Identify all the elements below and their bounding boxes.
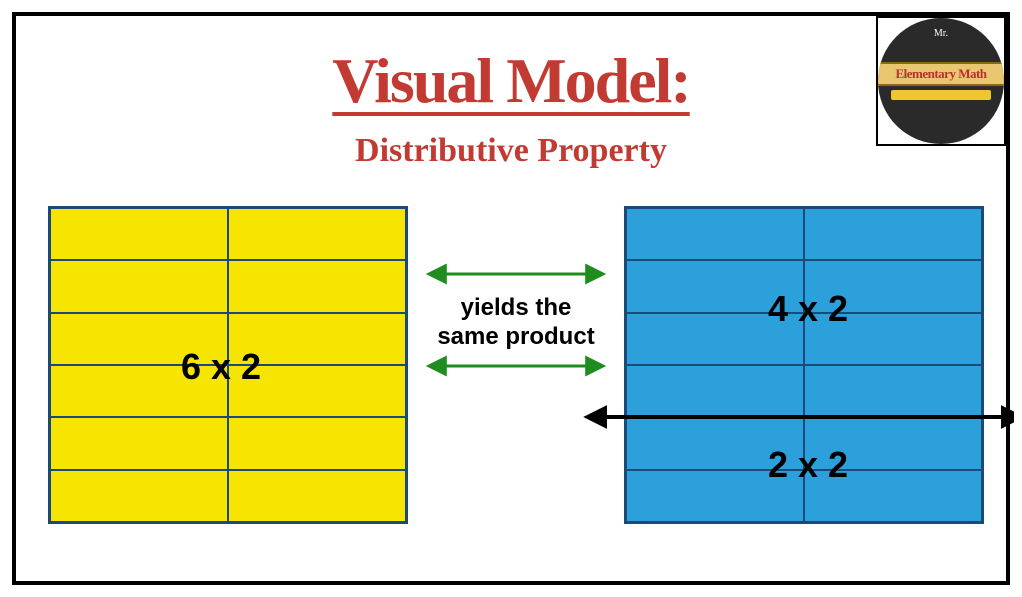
middle-caption: yields the same product (436, 294, 596, 352)
right-grid-label-bottom: 2 x 2 (768, 444, 848, 486)
middle-caption-line2: same product (437, 323, 594, 350)
grid-cell (228, 260, 406, 312)
slide-subtitle: Distributive Property (355, 132, 667, 170)
middle-caption-line1: yields the (461, 294, 572, 321)
grid-cell (50, 208, 228, 260)
grid-cell (804, 365, 982, 417)
slide-frame: Visual Model: Distributive Property 6 x … (12, 12, 1010, 585)
left-grid-label: 6 x 2 (181, 346, 261, 388)
grid-cell (50, 470, 228, 522)
grid-cell (626, 208, 804, 260)
grid-cell (228, 417, 406, 469)
grid-cell (50, 260, 228, 312)
logo-top-text: Mr. (934, 28, 948, 39)
grid-cell (228, 208, 406, 260)
grid-cell (50, 417, 228, 469)
grid-cell (626, 365, 804, 417)
logo-banner: Elementary Math (878, 62, 1004, 86)
grid-cell (228, 470, 406, 522)
slide-title: Visual Model: (332, 44, 689, 118)
grid-cell (804, 208, 982, 260)
brand-logo: Mr. Elementary Math (876, 16, 1006, 146)
right-grid-label-top: 4 x 2 (768, 288, 848, 330)
logo-circle: Mr. Elementary Math (878, 18, 1004, 144)
pencil-icon (891, 90, 992, 100)
